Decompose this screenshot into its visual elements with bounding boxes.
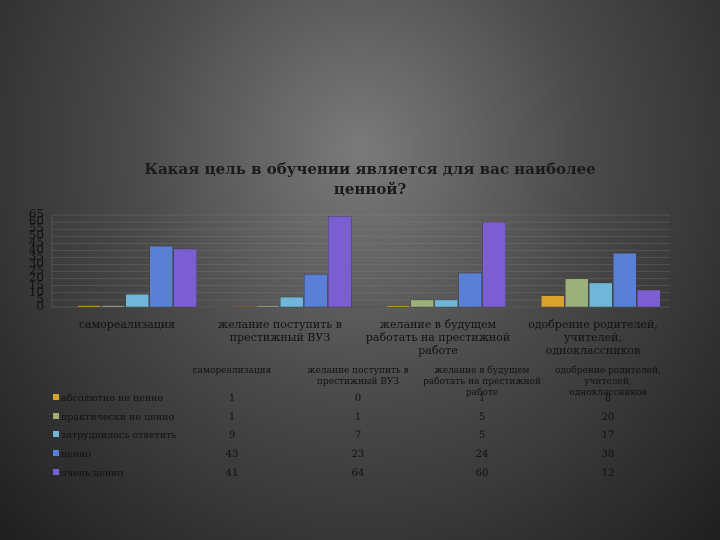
bar-4-cat-2: [304, 274, 328, 308]
table-cell: 17: [602, 430, 615, 441]
table-cell: 1: [479, 393, 485, 404]
y-tick-label: 65: [29, 207, 44, 221]
y-tick-label: 55: [29, 221, 44, 235]
table-cell: 1: [229, 393, 235, 404]
table-cell: 41: [226, 468, 239, 479]
table-cell: 1: [355, 412, 361, 423]
chart-title-line-2: ценной?: [333, 180, 407, 198]
y-tick-label: 45: [29, 235, 44, 249]
legend-label: очень ценно: [61, 468, 124, 479]
table-header-label: работе: [466, 387, 498, 398]
y-tick-label: 0: [36, 299, 44, 313]
legend-label: абсолютно не ценно: [61, 393, 163, 404]
y-tick-label: 25: [29, 264, 44, 278]
bar-3-cat-2: [280, 296, 304, 308]
y-tick-label: 10: [29, 285, 44, 299]
table-cell: 5: [479, 430, 485, 441]
table-cell: 5: [479, 412, 485, 423]
table-cell: 60: [476, 468, 489, 479]
legend-swatch: [53, 469, 59, 475]
bar-2-cat-4: [565, 278, 589, 308]
y-tick-label: 35: [29, 249, 44, 263]
y-tick-label: 20: [29, 271, 44, 285]
category-label-4: одобрение родителей, учителей, однокласс…: [528, 318, 658, 357]
table-header-label: учителей,: [584, 377, 631, 387]
y-tick-label: 15: [29, 278, 44, 292]
bar-1-cat-2: [232, 306, 256, 308]
table-header-label: желание поступить в: [307, 366, 408, 376]
category-label-3: желание в будущем работать на престижной…: [365, 318, 511, 357]
bar-1-cat-3: [386, 305, 410, 308]
legend-swatch: [53, 450, 59, 456]
legend-label: ценно: [61, 449, 91, 460]
legend-label: практически не ценно: [61, 412, 174, 423]
bar-3-cat-3: [434, 299, 458, 308]
table-header-label: престижный ВУЗ: [317, 377, 400, 387]
bar-1-cat-4: [541, 295, 565, 308]
bar-5-cat-4: [637, 289, 661, 308]
table-header-label: желание в будущем: [434, 365, 529, 376]
y-tick-label: 50: [29, 228, 44, 242]
chart-title-line-1: Какая цель в обучении является для вас н…: [144, 160, 596, 178]
legend-swatch: [53, 431, 59, 437]
table-header-label: работать на престижной: [423, 376, 541, 387]
table-cell: 43: [226, 449, 239, 460]
table-cell: 1: [229, 412, 235, 423]
bar-5-cat-1: [173, 248, 197, 308]
bar-3-cat-4: [589, 282, 613, 308]
bar-3-cat-1: [125, 294, 149, 308]
table-cell: 24: [476, 449, 489, 460]
table-cell: 20: [602, 412, 615, 423]
table-cell: 9: [229, 430, 235, 441]
category-label-1: самореализация: [78, 318, 176, 331]
category-label-2: желание поступить в престижный ВУЗ: [218, 318, 342, 344]
table-header-label: одноклассников: [569, 388, 646, 398]
table-cell: 64: [352, 468, 365, 479]
legend-label: затруднилось ответить: [61, 430, 177, 441]
bar-2-cat-1: [101, 305, 125, 308]
table-cell: 8: [605, 393, 611, 404]
table-cell: 7: [355, 430, 361, 441]
bar-4-cat-3: [458, 272, 482, 308]
legend-swatch: [53, 394, 59, 400]
bar-4-cat-4: [613, 253, 637, 308]
table-cell: 12: [602, 468, 615, 479]
table-cell: 23: [352, 449, 365, 460]
y-tick-label: 5: [36, 292, 44, 306]
table-header-label: одобрение родителей,: [555, 365, 661, 376]
legend-swatch: [53, 413, 59, 419]
bar-2-cat-2: [256, 305, 280, 308]
table-header-label: самореализация: [193, 366, 272, 376]
table-cell: 38: [602, 449, 615, 460]
bar-5-cat-3: [482, 221, 506, 308]
table-cell: 0: [355, 393, 361, 404]
bar-2-cat-3: [410, 299, 434, 308]
bar-4-cat-1: [149, 245, 173, 308]
y-tick-label: 40: [29, 242, 44, 256]
bar-1-cat-1: [77, 305, 101, 308]
y-tick-label: 30: [29, 257, 44, 271]
y-tick-label: 60: [29, 214, 44, 228]
bar-5-cat-2: [328, 216, 352, 308]
